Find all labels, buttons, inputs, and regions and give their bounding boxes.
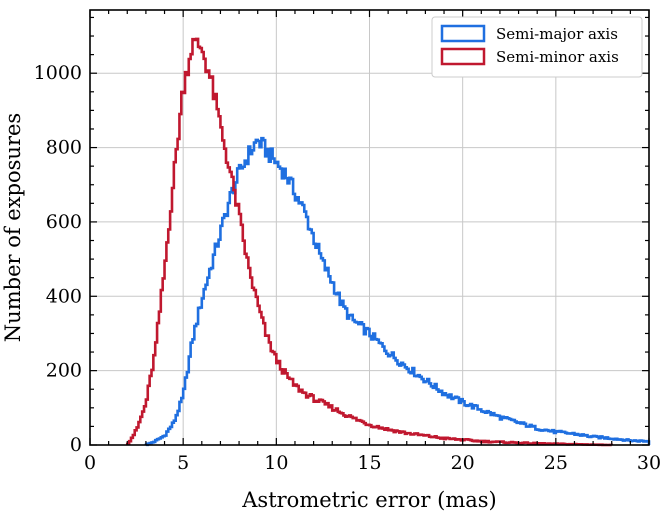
axis-ticks <box>89 10 650 446</box>
x-tick-label: 25 <box>544 452 568 474</box>
legend-label-semi-major: Semi-major axis <box>496 25 618 43</box>
y-tick-label: 1000 <box>34 62 82 84</box>
x-tick-label: 15 <box>357 452 381 474</box>
x-tick-label: 0 <box>84 452 96 474</box>
series-semi-major-axis-histogram <box>144 136 651 447</box>
series-layer <box>125 37 651 447</box>
x-tick-label: 5 <box>177 452 189 474</box>
y-tick-label: 600 <box>46 211 82 233</box>
legend-swatch-semi-minor <box>440 47 486 66</box>
x-tick-label: 30 <box>637 452 661 474</box>
x-axis-label: Astrometric error (mas) <box>241 488 497 512</box>
x-tick-label: 10 <box>264 452 288 474</box>
y-tick-label: 800 <box>46 137 82 159</box>
legend-swatch-semi-major <box>440 24 486 43</box>
legend-label-semi-minor: Semi-minor axis <box>496 48 619 66</box>
y-tick-label: 0 <box>70 434 82 456</box>
tick-labels: 0 5 10 15 20 25 30 0 200 400 600 800 1000 <box>34 62 661 474</box>
y-tick-label: 200 <box>46 360 82 382</box>
legend: Semi-major axis Semi-minor axis <box>431 16 643 78</box>
y-axis-label: Number of exposures <box>1 113 25 342</box>
y-tick-label: 400 <box>46 285 82 307</box>
series-semi-minor-axis-histogram <box>125 37 614 447</box>
x-tick-label: 20 <box>451 452 475 474</box>
